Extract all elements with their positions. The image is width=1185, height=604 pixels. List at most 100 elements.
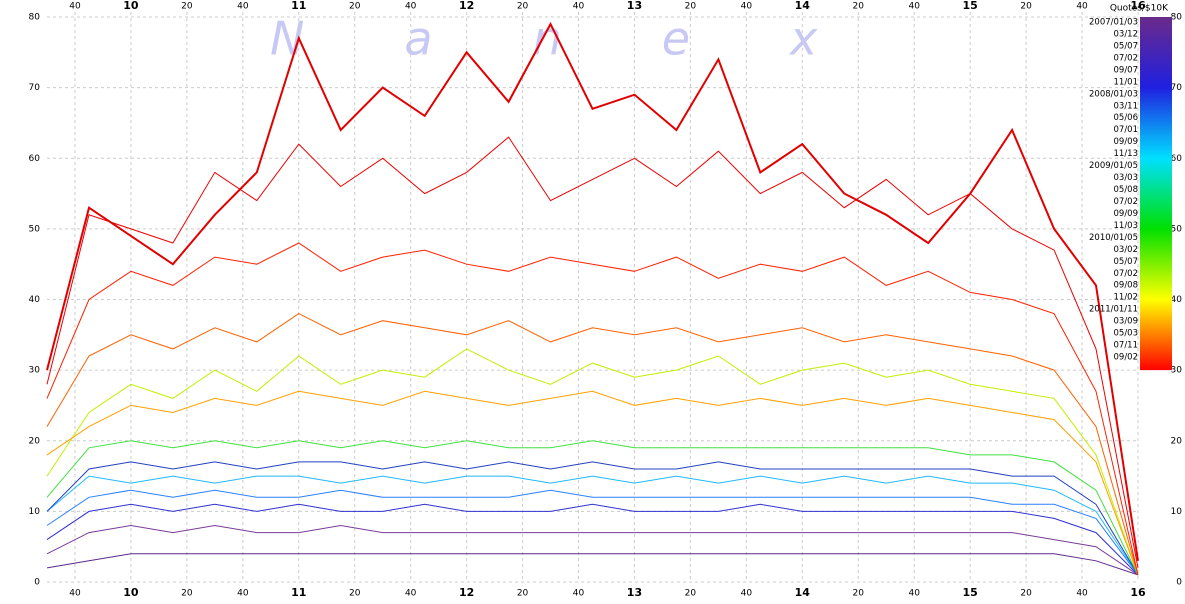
colorbar-label: 05/06 [1114,113,1139,123]
series-line [46,21,1139,561]
x-tick-label: 12 [459,586,474,599]
colorbar-label: 11/01 [1114,77,1139,87]
colorbar-label: 03/02 [1114,245,1139,255]
y-tick-label: 20 [29,436,41,446]
colorbar-label: 11/03 [1114,221,1139,231]
colorbar-label: 07/02 [1114,269,1139,279]
x-tick-label-top: 10 [123,0,139,12]
y-tick-label: 50 [29,224,41,234]
colorbar-label: 03/09 [1114,317,1139,327]
colorbar-label: 09/08 [1114,281,1139,291]
colorbar-label: 2010/01/05 [1089,233,1138,243]
colorbar-label: 11/02 [1114,293,1139,303]
y-tick-label-right: 30 [1171,366,1183,376]
series-line [46,524,1139,576]
x-tick-label: 40 [908,589,920,599]
x-tick-label-top: 20 [685,2,697,12]
y-tick-label: 30 [29,366,41,376]
x-tick-label-top: 20 [349,2,361,12]
x-tick-label-top: 16 [1130,0,1146,12]
colorbar-label: 09/09 [1114,209,1139,219]
x-tick-label-top: 20 [181,2,193,12]
x-tick-label-top: 20 [853,2,865,12]
y-tick-label: 40 [29,295,41,305]
colorbar [1140,17,1172,371]
y-tick-label: 70 [29,83,41,93]
series-line [46,461,1139,576]
series-line [46,348,1139,576]
series-line [46,489,1139,576]
x-tick-label: 40 [741,589,753,599]
x-tick-label-top: 40 [69,2,81,12]
x-tick-label: 20 [853,589,865,599]
y-tick-label-right: 70 [1171,83,1183,93]
x-tick-label-top: 40 [237,2,249,12]
y-tick-label-right: 10 [1171,507,1183,517]
series-line [46,313,1139,576]
x-tick-label-top: 40 [908,2,920,12]
series-line [46,553,1139,576]
x-tick-label-top: 40 [573,2,585,12]
x-tick-label: 20 [517,589,529,599]
x-tick-label: 20 [685,589,697,599]
x-tick-label: 20 [181,589,193,599]
x-tick-label-top: 13 [627,0,642,12]
x-tick-label: 13 [627,586,642,599]
colorbar-label: 07/02 [1114,197,1139,207]
y-tick-label-right: 80 [1171,13,1183,23]
x-tick-label-top: 20 [1020,2,1032,12]
x-tick-label: 40 [573,589,585,599]
x-tick-label: 16 [1130,586,1146,599]
series-line [46,503,1139,576]
colorbar-label: 11/13 [1114,149,1139,159]
y-tick-label-right: 40 [1171,295,1183,305]
y-tick-label-right: 0 [1176,578,1182,588]
x-tick-label: 15 [962,586,977,599]
y-tick-label-right: 20 [1171,436,1183,446]
chart-title: Quotes/$10K [1110,4,1169,14]
colorbar-label: 2007/01/03 [1089,18,1138,28]
colorbar-label: 05/07 [1114,41,1139,51]
x-tick-label: 20 [349,589,361,599]
x-tick-label: 40 [405,589,417,599]
colorbar-label: 2008/01/03 [1089,89,1138,99]
x-tick-label-top: 11 [291,0,306,12]
x-tick-label: 10 [123,586,139,599]
series-line [46,242,1139,576]
x-tick-label: 40 [237,589,249,599]
colorbar-label: 05/08 [1114,185,1139,195]
colorbar-label: 03/11 [1114,101,1139,111]
y-tick-label-right: 60 [1171,154,1183,164]
series-line [46,136,1139,568]
colorbar-label: 07/02 [1114,53,1139,63]
x-tick-label: 11 [291,586,306,599]
y-tick-label: 10 [29,507,41,517]
colorbar-label: 09/07 [1114,65,1139,75]
colorbar-label: 2011/01/11 [1089,305,1138,315]
x-tick-label: 40 [69,589,81,599]
series-line [46,390,1139,576]
y-tick-label: 60 [29,154,41,164]
x-tick-label: 40 [1076,589,1088,599]
colorbar-label: 2009/01/05 [1089,161,1138,171]
x-tick-label: 14 [795,586,811,599]
x-tick-label-top: 40 [405,2,417,12]
series-line [46,440,1139,576]
x-tick-label-top: 15 [962,0,977,12]
colorbar-label: 07/11 [1114,341,1139,351]
colorbar-label: 09/09 [1114,137,1139,147]
x-tick-label-top: 40 [1076,2,1088,12]
series-line [46,475,1139,576]
y-tick-label-right: 50 [1171,224,1183,234]
watermark: Nanex [270,12,917,66]
x-tick-label-top: 12 [459,0,474,12]
colorbar-label: 03/03 [1114,173,1139,183]
x-tick-label-top: 20 [517,2,529,12]
y-tick-label: 0 [34,578,40,588]
x-tick-label-top: 14 [795,0,811,12]
y-tick-label: 80 [29,13,41,23]
colorbar-label: 05/07 [1114,257,1139,267]
x-tick-label: 20 [1020,589,1032,599]
colorbar-label: 03/12 [1114,29,1139,39]
